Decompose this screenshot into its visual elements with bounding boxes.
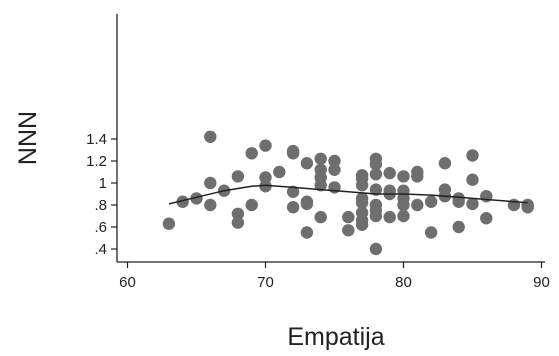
x-ticks: 60 70 80 90: [119, 262, 550, 291]
data-point: [355, 179, 369, 192]
data-point: [314, 179, 327, 192]
x-tick-label: 80: [395, 274, 412, 291]
data-point: [411, 170, 424, 183]
data-point: [231, 170, 245, 183]
data-point: [245, 147, 258, 160]
x-tick-label: 90: [533, 274, 550, 291]
data-point: [231, 216, 245, 229]
data-point: [355, 196, 369, 209]
data-point: [245, 198, 258, 212]
data-point: [342, 210, 355, 224]
y-tick-label: .8: [94, 197, 107, 214]
data-point: [480, 212, 493, 225]
data-point: [176, 195, 189, 208]
data-point: [369, 168, 383, 181]
data-point: [397, 209, 410, 223]
x-axis-title: Empatija: [287, 323, 384, 351]
data-point: [190, 192, 203, 205]
scatter-points: [162, 130, 534, 256]
data-point: [162, 217, 176, 230]
x-tick-label: 60: [119, 274, 136, 291]
data-point: [383, 210, 396, 224]
data-point: [424, 195, 438, 208]
data-point: [259, 171, 272, 184]
data-point: [204, 176, 217, 190]
data-point: [259, 180, 272, 193]
data-point: [466, 173, 479, 186]
data-point: [369, 183, 383, 196]
data-point: [355, 218, 369, 231]
data-point: [397, 170, 410, 183]
y-tick-label: 1.4: [86, 131, 107, 148]
fit-line: [168, 184, 528, 205]
data-point: [286, 147, 300, 160]
data-point: [466, 149, 479, 162]
data-point: [286, 185, 300, 198]
data-point: [342, 224, 355, 237]
data-point: [300, 197, 314, 211]
data-point: [204, 198, 217, 212]
y-tick-label: .4: [94, 241, 107, 258]
y-tick-label: .6: [94, 219, 107, 236]
data-point: [314, 152, 327, 165]
data-point: [424, 226, 438, 239]
data-point: [369, 242, 383, 256]
data-point: [452, 220, 465, 234]
data-point: [204, 130, 217, 143]
data-point: [231, 207, 245, 220]
fit-line-group: [168, 184, 528, 205]
data-point: [286, 201, 300, 214]
data-point: [411, 198, 424, 212]
data-point: [452, 195, 465, 208]
data-point: [300, 226, 314, 239]
data-point: [369, 158, 383, 171]
data-point: [314, 210, 327, 224]
data-point: [383, 166, 396, 180]
data-point: [273, 165, 286, 179]
axes: [116, 14, 545, 263]
y-tick-label: 1: [99, 175, 107, 192]
data-point: [397, 198, 410, 212]
data-point: [328, 154, 341, 168]
y-tick-label: 1.2: [86, 153, 107, 170]
x-tick-label: 70: [257, 274, 274, 291]
y-axis-title: NNN: [14, 111, 42, 165]
data-point: [328, 163, 341, 176]
data-point: [300, 157, 314, 170]
y-ticks: .4 .6 .8 1 1.2 1.4: [86, 131, 117, 258]
data-point: [259, 139, 272, 152]
data-point: [466, 197, 479, 211]
data-point: [369, 209, 383, 223]
data-point: [438, 157, 452, 170]
data-point: [521, 201, 534, 214]
